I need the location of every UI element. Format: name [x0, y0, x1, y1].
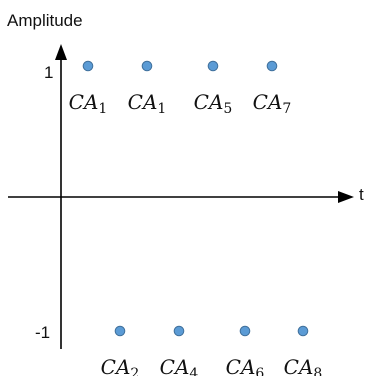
point-label-subscript: 2 — [130, 366, 139, 376]
point-label-base: CA — [160, 355, 190, 376]
point-label-subscript: 8 — [313, 366, 322, 376]
x-axis-arrow — [338, 191, 354, 203]
y-tick-label-1: 1 — [44, 63, 53, 82]
point-label-base: CA — [253, 90, 283, 114]
point-label-1: CA1 — [69, 90, 108, 117]
point-label-3: CA1 — [128, 90, 167, 117]
data-point-1 — [82, 60, 94, 72]
y-axis-arrow — [55, 44, 67, 60]
point-label-4: CA4 — [160, 355, 199, 376]
point-label-2: CA2 — [101, 355, 140, 376]
data-point-3 — [141, 60, 153, 72]
data-point-5 — [207, 60, 219, 72]
y-axis-label: Amplitude — [7, 11, 83, 30]
point-label-subscript: 1 — [157, 101, 166, 117]
point-label-6: CA6 — [226, 355, 265, 376]
point-label-subscript: 4 — [189, 366, 198, 376]
point-label-base: CA — [69, 90, 99, 114]
point-label-5: CA5 — [194, 90, 233, 117]
point-label-7: CA7 — [253, 90, 292, 117]
point-label-base: CA — [284, 355, 314, 376]
point-label-8: CA8 — [284, 355, 323, 376]
point-label-base: CA — [101, 355, 131, 376]
data-point-4 — [173, 325, 185, 337]
point-label-subscript: 5 — [223, 101, 232, 117]
y-tick-label-minus-1: -1 — [35, 323, 50, 342]
point-label-subscript: 6 — [255, 366, 264, 376]
point-label-subscript: 7 — [282, 101, 291, 117]
data-point-2 — [114, 325, 126, 337]
point-label-base: CA — [128, 90, 158, 114]
point-label-base: CA — [194, 90, 224, 114]
point-label-subscript: 1 — [98, 101, 107, 117]
data-point-8 — [297, 325, 309, 337]
point-label-base: CA — [226, 355, 256, 376]
data-point-6 — [239, 325, 251, 337]
data-point-7 — [266, 60, 278, 72]
x-axis-label: t — [359, 185, 364, 204]
